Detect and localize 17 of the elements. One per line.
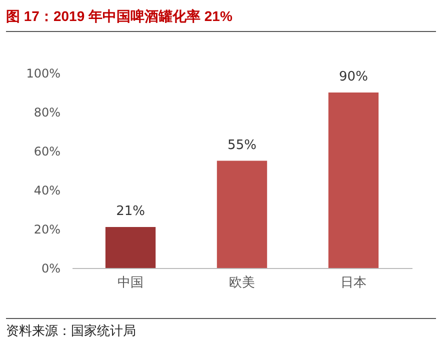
x-tick-label: 欧美 [229,274,255,290]
bar [328,92,379,268]
y-tick-label: 20% [34,222,60,236]
bar [216,160,268,268]
text: 资料来源：国家统计局 [6,318,436,340]
x-tick-label: 日本 [340,276,366,290]
data-label: 55% [228,138,256,153]
y-tick-label: 60% [34,144,60,158]
bar [105,227,156,268]
y-tick-label: 0% [41,262,60,276]
y-tick-label: 80% [34,106,60,120]
x-tick-label: 中国 [118,276,144,290]
y-tick-label: 100% [26,66,60,80]
data-label: 90% [339,70,368,84]
chart-title: 图 17：2019 年中国啤酒罐化率 21% [6,8,436,32]
data-label: 21% [116,204,145,220]
y-tick-label: 40% [34,184,60,198]
